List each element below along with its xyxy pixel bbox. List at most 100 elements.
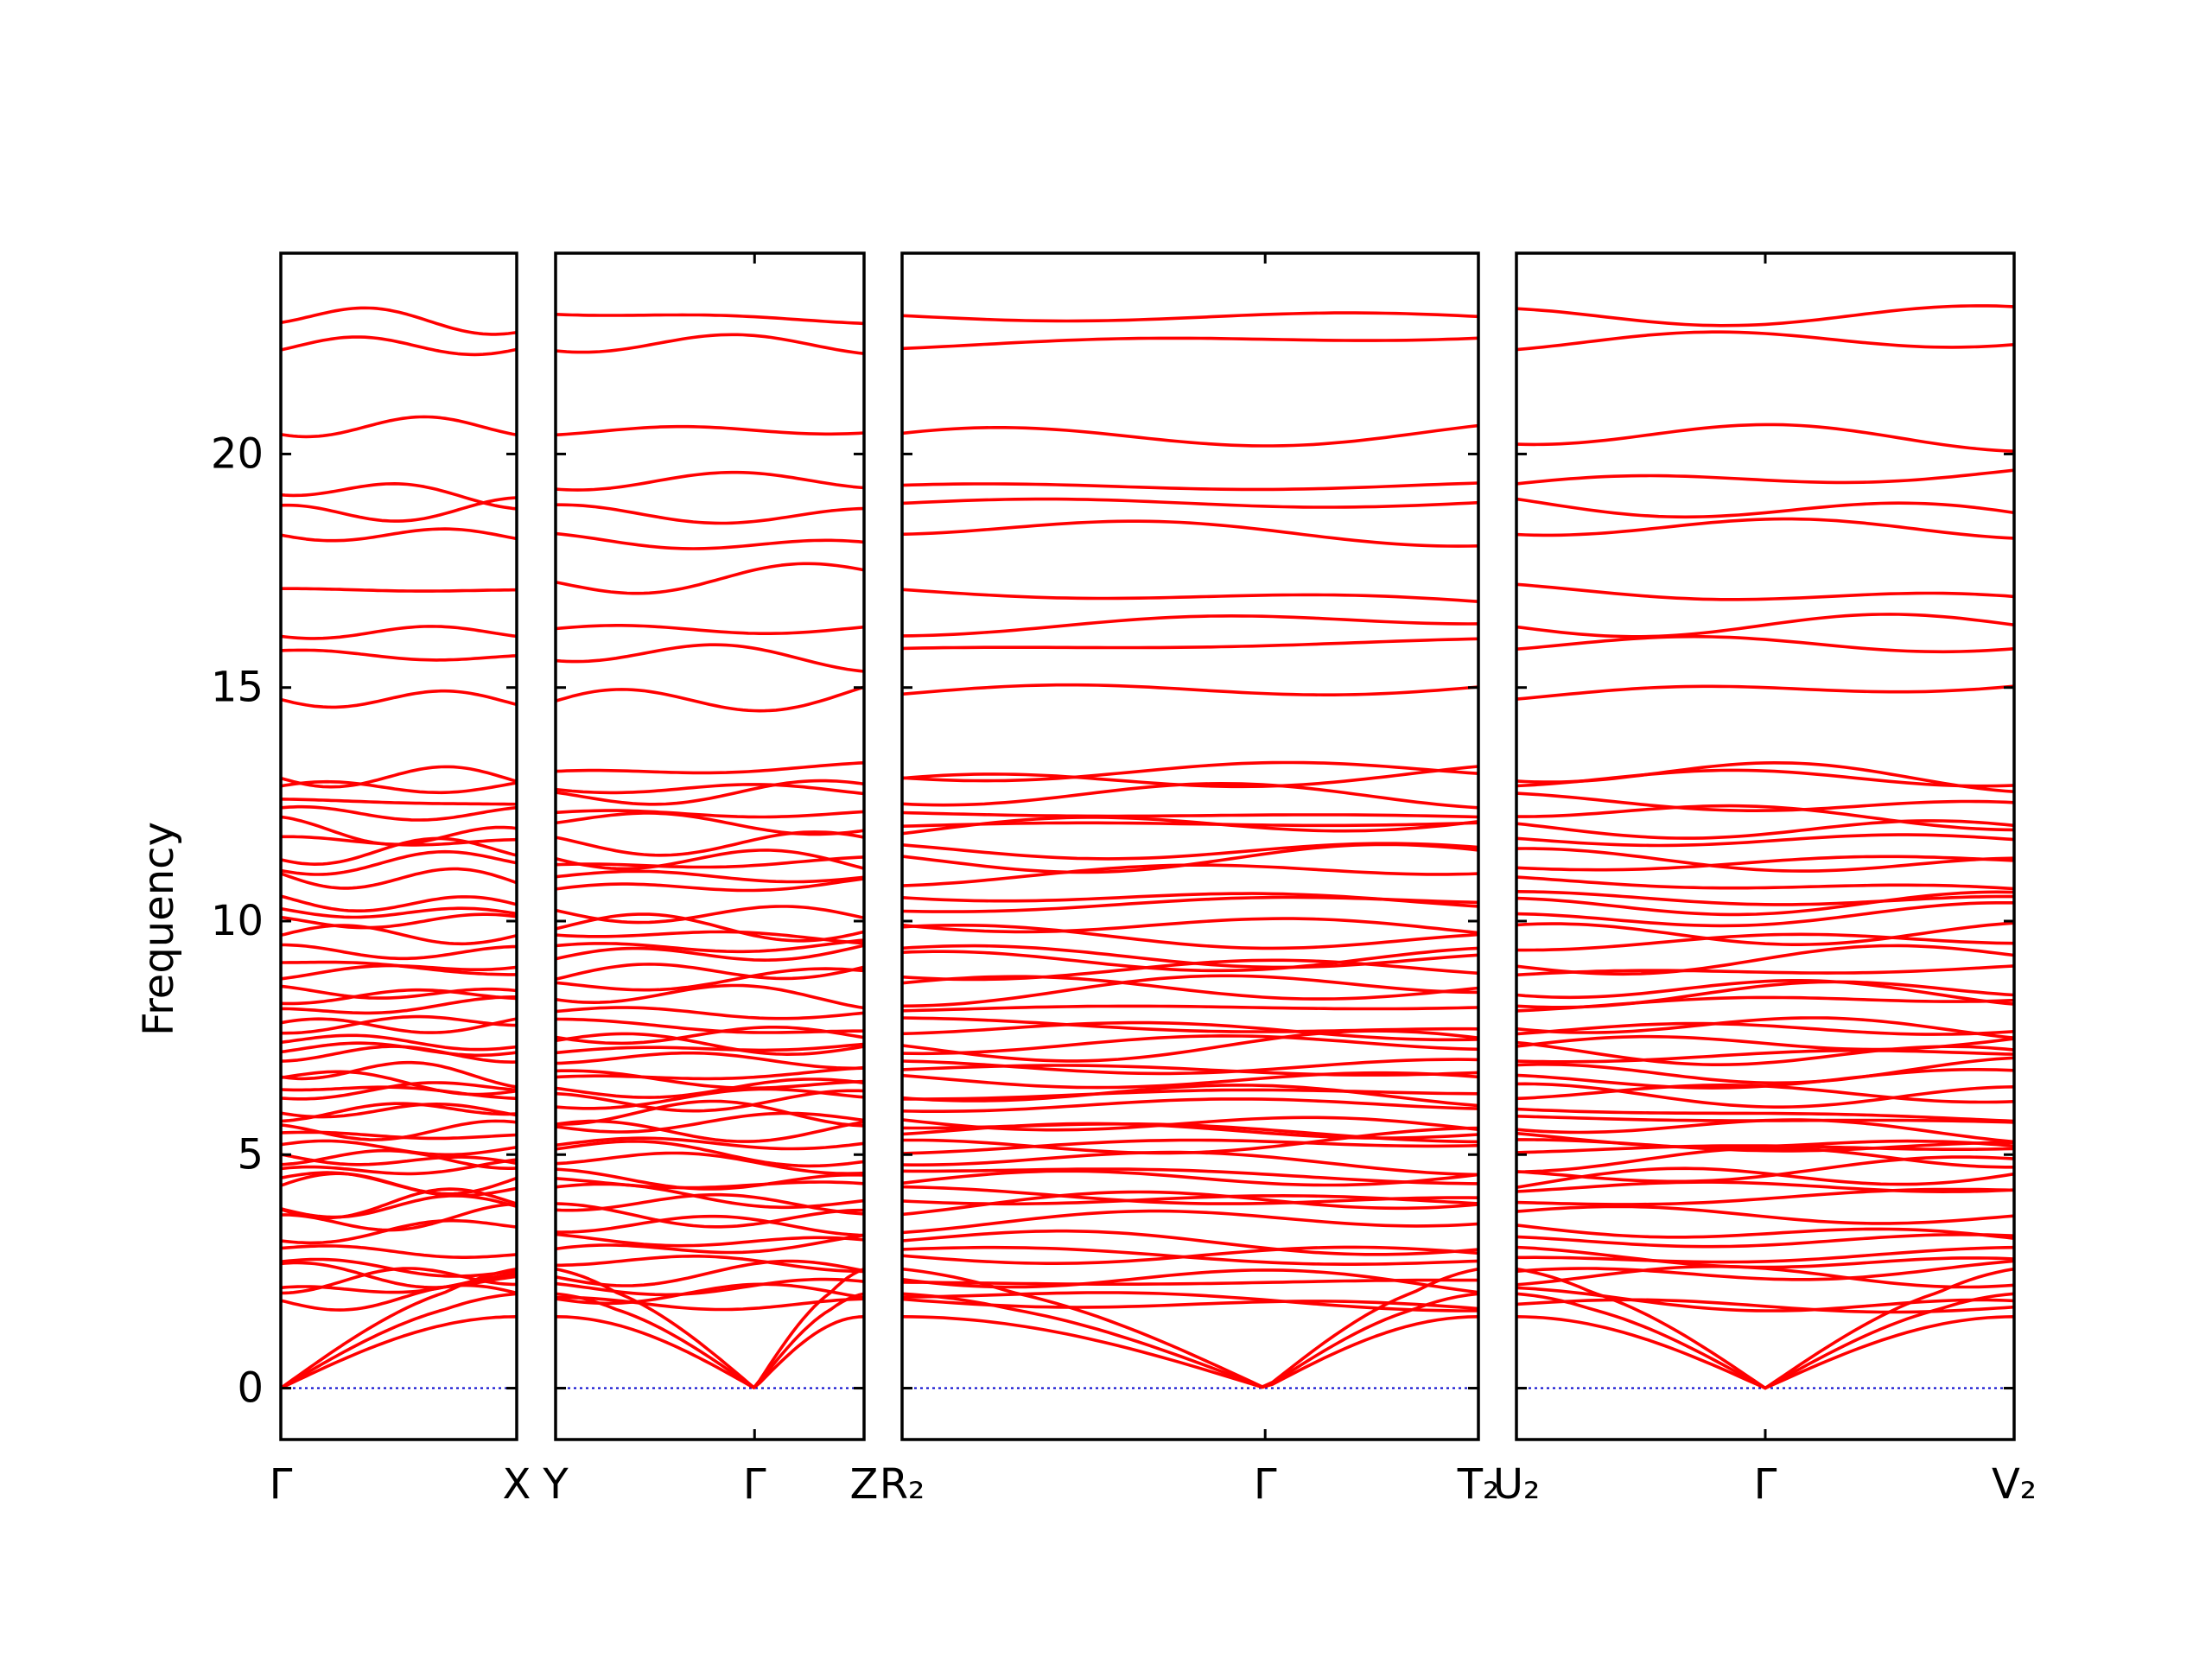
band-line: [281, 1244, 517, 1259]
band-line: [556, 1042, 864, 1055]
band-line: [281, 527, 517, 543]
band-line: [556, 333, 864, 355]
band-line: [281, 1187, 517, 1220]
band-line: [281, 1172, 517, 1196]
band-line: [281, 1171, 517, 1198]
band-line: [556, 1233, 864, 1255]
band-line: [1516, 964, 2014, 977]
acoustic-branch: [556, 1267, 864, 1389]
band-line: [281, 765, 517, 789]
band-line: [281, 894, 517, 912]
band-line: [902, 1084, 1478, 1108]
band-line: [1516, 1068, 2014, 1090]
band-line: [902, 1185, 1478, 1205]
y-tick-label: 20: [211, 429, 264, 478]
band-line: [281, 1283, 517, 1312]
band-line: [556, 877, 864, 893]
band-line: [556, 1295, 864, 1312]
band-line: [1516, 901, 2014, 928]
acoustic-branch: [281, 1315, 517, 1390]
x-tick-label: Γ: [743, 1460, 766, 1509]
acoustic-branch: [281, 1292, 517, 1390]
band-line: [281, 1060, 517, 1089]
band-line: [1516, 1082, 2014, 1109]
band-line: [556, 855, 864, 869]
band-line: [281, 798, 517, 806]
band-line: [1516, 1056, 2014, 1085]
band-line: [556, 830, 864, 857]
band-line: [556, 1032, 864, 1056]
band-line: [556, 1255, 864, 1274]
band-line: [556, 938, 864, 954]
band-line: [1516, 330, 2014, 352]
band-line: [556, 1006, 864, 1020]
band-line: [556, 1119, 864, 1143]
band-line: [902, 1088, 1478, 1101]
band-line: [902, 863, 1478, 887]
band-line: [556, 470, 864, 492]
band-line: [1516, 855, 2014, 872]
band-line: [281, 415, 517, 439]
band-line: [1516, 517, 2014, 540]
band-line: [1516, 1298, 2014, 1314]
x-tick-label: T₂: [1457, 1460, 1500, 1509]
band-line: [556, 562, 864, 595]
band-line: [281, 924, 517, 946]
band-line: [902, 1034, 1478, 1056]
band-line: [281, 1081, 517, 1101]
band-line: [281, 689, 517, 709]
band-line: [902, 892, 1478, 908]
band-line: [902, 311, 1478, 323]
band-line: [902, 1169, 1478, 1187]
band-line: [902, 1291, 1478, 1313]
band-line: [556, 912, 864, 943]
band-line: [556, 1051, 864, 1071]
band-line: [902, 637, 1478, 651]
x-tick-label: Γ: [1754, 1460, 1777, 1509]
band-line: [556, 1167, 864, 1191]
band-line: [281, 804, 517, 822]
band-line: [556, 1089, 864, 1113]
band-line: [902, 810, 1478, 819]
x-tick-label: Γ: [270, 1460, 293, 1509]
band-line: [556, 624, 864, 635]
band-line: [556, 963, 864, 981]
panel-3: R₂ Γ T₂: [880, 251, 1500, 1509]
band-line: [1516, 1259, 2014, 1281]
band-line: [902, 765, 1478, 789]
band-line: [1516, 980, 2014, 1009]
panel-frame: [554, 251, 866, 1441]
band-line: [902, 1016, 1478, 1033]
band-line: [902, 1004, 1478, 1013]
panel-1: Γ X 0 5 10 15 20: [211, 251, 531, 1509]
band-line: [1516, 1115, 2014, 1124]
band-line: [556, 783, 864, 796]
band-line: [902, 683, 1478, 696]
band-line: [281, 912, 517, 930]
band-line: [902, 924, 1478, 950]
band-line: [902, 821, 1478, 828]
band-line: [1516, 1245, 2014, 1264]
acoustic-branch: [1516, 1315, 2014, 1390]
band-line: [281, 906, 517, 919]
band-line: [556, 905, 864, 925]
band-line: [1516, 1146, 2014, 1173]
band-line: [281, 1257, 517, 1278]
band-line: [1516, 890, 2014, 917]
band-line: [556, 967, 864, 992]
x-tick-label: R₂: [880, 1460, 925, 1509]
bands: [281, 306, 517, 1390]
band-line: [1516, 1155, 2014, 1184]
band-line: [281, 1218, 517, 1245]
band-line: [1516, 1021, 2014, 1036]
band-line: [556, 983, 864, 1010]
band-line: [556, 1026, 864, 1046]
band-line: [281, 1070, 517, 1096]
band-line: [1516, 1107, 2014, 1123]
band-line: [902, 944, 1478, 969]
band-line: [556, 811, 864, 836]
band-line: [902, 1058, 1478, 1076]
